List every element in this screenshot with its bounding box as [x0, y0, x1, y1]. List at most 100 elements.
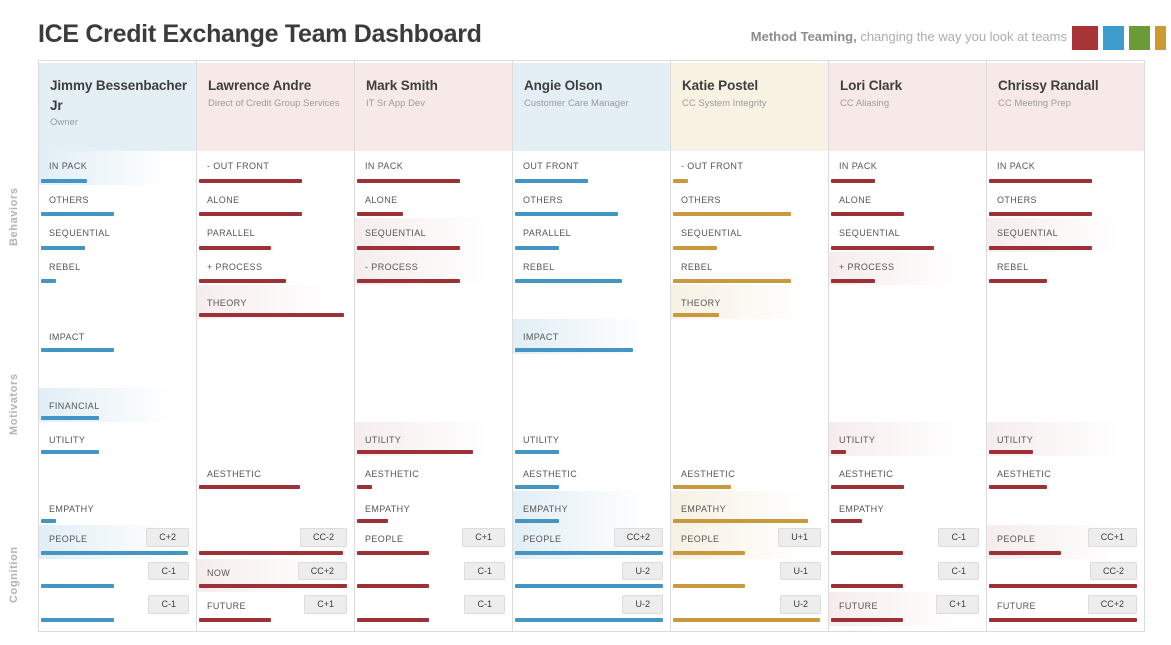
behavior-label: SEQUENTIAL — [681, 228, 743, 238]
cognition-row: FUTURE CC+2 — [987, 592, 1144, 626]
motivator-bar — [199, 313, 345, 318]
score-badge: C-1 — [148, 595, 189, 615]
motivator-row — [829, 388, 986, 422]
motivator-row: AESTHETIC — [513, 456, 670, 490]
score-badge: U-2 — [622, 561, 663, 581]
behavior-row: PARALLEL — [197, 218, 354, 252]
score-badge: C-1 — [464, 561, 505, 581]
person-role: IT Sr App Dev — [366, 97, 425, 109]
score-badge: C+2 — [146, 528, 189, 547]
cognition-label: FUTURE — [839, 601, 878, 612]
motivator-row — [987, 354, 1144, 388]
behavior-row: PARALLEL — [513, 218, 670, 252]
motivator-bar — [357, 450, 474, 455]
behavior-label: IN PACK — [839, 161, 878, 171]
cognition-section: PEOPLE C+2 C-1 C-1 — [39, 525, 196, 626]
behavior-bar — [41, 279, 57, 283]
motivator-row — [829, 319, 986, 353]
behavior-label: REBEL — [681, 261, 713, 272]
motivator-row: UTILITY — [355, 422, 512, 457]
cognition-section: C-1 C-1 FUTURE C+1 — [829, 525, 986, 626]
motivator-row — [355, 388, 512, 422]
behavior-row: + PROCESS — [197, 252, 354, 286]
motivator-label: EMPATHY — [681, 503, 726, 514]
person-name: Lawrence Andre — [208, 78, 312, 93]
behavior-row: - PROCESS — [355, 251, 512, 285]
motivator-row — [987, 285, 1144, 319]
score-badge: U-2 — [780, 595, 821, 615]
score-badge: C+1 — [462, 528, 505, 547]
score-badge: C-1 — [938, 528, 979, 547]
person-header: Jimmy Bessenbacher Jr Owner — [39, 63, 196, 151]
behavior-label: - OUT FRONT — [207, 161, 270, 171]
behavior-bar — [515, 212, 618, 216]
motivator-row: UTILITY — [829, 422, 986, 457]
section-label-behaviors: Behaviors — [8, 187, 20, 247]
cognition-row: C-1 — [39, 592, 196, 626]
motivator-row — [197, 422, 354, 456]
behavior-label: ALONE — [207, 194, 240, 205]
behavior-label: SEQUENTIAL — [49, 228, 111, 238]
motivator-bar — [673, 518, 808, 523]
cognition-bar — [989, 550, 1061, 555]
behavior-row: SEQUENTIAL — [671, 218, 828, 252]
cognition-row: U-2 — [513, 592, 670, 626]
cognition-bar — [515, 550, 664, 555]
motivators-section: UTILITY AESTHETIC — [987, 285, 1144, 525]
behavior-bar — [357, 245, 460, 250]
motivator-label: THEORY — [681, 298, 721, 308]
motivator-label: AESTHETIC — [207, 469, 262, 480]
behavior-bar — [989, 245, 1092, 250]
cognition-bar — [673, 584, 745, 589]
person-role: CC Meeting Prep — [998, 97, 1071, 109]
motivator-bar — [673, 484, 732, 489]
behavior-bar — [199, 279, 287, 283]
cognition-section: PEOPLE CC+1 CC-2 FUTURE CC+2 — [987, 525, 1144, 626]
cognition-section: PEOPLE U+1 U-1 U-2 — [671, 525, 828, 626]
behavior-label: SEQUENTIAL — [997, 228, 1059, 238]
cognition-bar — [357, 617, 429, 622]
person-role: Direct of Credit Group Services — [208, 97, 340, 109]
person-name: Chrissy Randall — [998, 78, 1099, 93]
motivator-bar — [831, 484, 905, 489]
page-title: ICE Credit Exchange Team Dashboard — [38, 20, 482, 48]
behavior-bar — [989, 178, 1092, 183]
motivators-section: THEORY AESTHETIC EMPATHY — [671, 285, 828, 525]
motivator-label: UTILITY — [839, 435, 876, 446]
cognition-bar — [199, 550, 343, 555]
motivator-bar — [41, 347, 115, 352]
behavior-row: SEQUENTIAL — [829, 218, 986, 252]
score-badge: U-1 — [780, 561, 821, 581]
motivator-row: FINANCIAL — [39, 387, 196, 423]
motivator-bar — [41, 416, 100, 421]
motivator-row: THEORY — [197, 285, 354, 320]
motivator-row: IMPACT — [39, 319, 196, 353]
motivator-row — [355, 319, 512, 353]
behavior-label: IN PACK — [365, 161, 404, 171]
cognition-section: PEOPLE C+1 C-1 C-1 — [355, 525, 512, 626]
behavior-row: OTHERS — [987, 185, 1144, 219]
motivator-row: UTILITY — [987, 422, 1144, 457]
section-label-motivators: Motivators — [8, 373, 20, 435]
score-badge: U+1 — [778, 528, 821, 547]
behavior-row: SEQUENTIAL — [355, 218, 512, 252]
motivator-row — [355, 354, 512, 388]
motivator-label: UTILITY — [523, 435, 560, 446]
cognition-bar — [673, 550, 745, 555]
person-role: Owner — [50, 117, 78, 129]
motivator-row — [671, 319, 828, 353]
motivators-section: THEORY AESTHETIC — [197, 285, 354, 525]
person-column: Chrissy Randall CC Meeting Prep IN PACK OTH… — [986, 61, 1145, 631]
motivator-row: AESTHETIC — [987, 456, 1144, 490]
behavior-row: REBEL — [39, 252, 196, 286]
person-column: Katie Postel CC System Integrity - OUT FRO… — [670, 61, 828, 631]
behavior-row: OTHERS — [671, 185, 828, 219]
behavior-bar — [41, 212, 115, 216]
motivator-row — [197, 388, 354, 422]
motivator-label: FINANCIAL — [49, 400, 100, 411]
behavior-label: IN PACK — [997, 161, 1036, 171]
cognition-bar — [41, 617, 115, 622]
cognition-row: PEOPLE CC+1 — [987, 525, 1144, 559]
motivator-row: EMPATHY — [355, 491, 512, 525]
behaviors-section: IN PACK OTHERS SEQUENTIAL REBEL — [39, 151, 196, 285]
